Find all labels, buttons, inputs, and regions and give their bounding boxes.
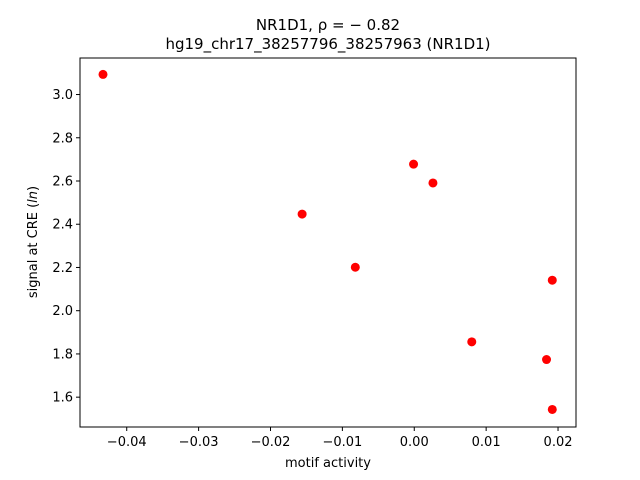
scatter-point [297, 209, 307, 219]
x-axis-label: motif activity [285, 456, 371, 471]
y-tick-label: 3.0 [52, 88, 73, 103]
y-tick-label: 2.6 [52, 175, 73, 190]
scatter-point [98, 69, 108, 79]
y-axis-label-suffix: ) [26, 186, 41, 191]
y-tick-label: 2.4 [52, 218, 73, 233]
scatter-point [350, 262, 360, 272]
scatter-point [428, 178, 438, 188]
plot-frame [79, 57, 577, 428]
y-axis-label: signal at CRE (ln) [26, 186, 41, 298]
y-tick-label: 2.2 [52, 261, 73, 276]
scatter-point [542, 355, 552, 365]
chart-title-line2: hg19_chr17_38257796_38257963 (NR1D1) [165, 35, 490, 54]
chart-title-line1: NR1D1, ρ = − 0.82 [256, 16, 400, 34]
y-tick-label: 2.8 [52, 131, 73, 146]
x-axis: −0.04 −0.03 −0.02 −0.01 0.00 0.01 0.02 [107, 427, 573, 450]
x-tick-label: −0.02 [251, 435, 291, 450]
data-points [98, 69, 557, 414]
x-tick-label: 0.02 [544, 435, 573, 450]
x-tick-label: 0.00 [400, 435, 429, 450]
x-tick-label: 0.01 [472, 435, 501, 450]
x-tick-label: −0.01 [322, 435, 362, 450]
x-tick-label: −0.04 [107, 435, 147, 450]
y-axis-label-unit: ln [26, 191, 41, 203]
scatter-point [547, 275, 557, 285]
x-tick-label: −0.03 [179, 435, 219, 450]
y-tick-label: 1.6 [52, 391, 73, 406]
scatter-point [467, 337, 477, 347]
y-tick-label: 2.0 [52, 304, 73, 319]
scatter-point [409, 159, 419, 169]
y-tick-label: 1.8 [52, 347, 73, 362]
scatter-point [547, 404, 557, 414]
y-axis: 1.6 1.8 2.0 2.2 2.4 2.6 2.8 3.0 [52, 88, 80, 406]
y-axis-label-prefix: signal at CRE ( [26, 203, 41, 298]
